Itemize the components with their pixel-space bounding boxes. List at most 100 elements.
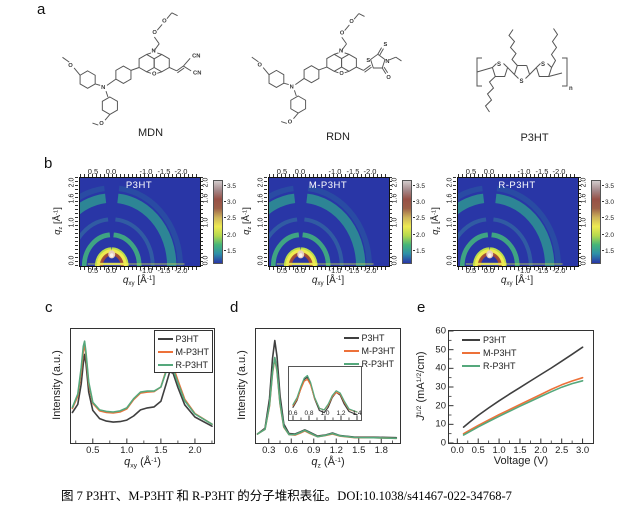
qxy-bottom-tick: -1.5 (346, 266, 360, 275)
legend-item: M-P3HT (157, 345, 210, 358)
atom-label: S (383, 42, 387, 48)
legend-item: P3HT (157, 332, 210, 345)
legend-swatch (343, 363, 359, 365)
colorbar-tick: 3.5 (413, 183, 425, 190)
tick-strip-right (200, 176, 203, 266)
legend-label: R-P3HT (361, 359, 395, 369)
legend-item: R-P3HT (462, 359, 517, 372)
repeat-unit-n: n (569, 86, 573, 92)
giwaxs-pattern (40, 178, 200, 347)
atom-label: CN (193, 71, 201, 77)
qxy-top-tick: -1.0 (517, 167, 531, 176)
colorbar-tick: 1.5 (224, 248, 236, 255)
giwaxs-pattern (418, 178, 578, 347)
qz-axis-title: qz [Å-1] (429, 207, 443, 235)
legend-item: P3HT (343, 331, 396, 344)
colorbar (402, 180, 412, 264)
legend-swatch (157, 338, 173, 340)
legend-swatch (462, 352, 480, 354)
qxy-bottom-tick: 0.5 (276, 266, 288, 275)
structure-name-mdn: MDN (137, 127, 164, 139)
qxy-bottom-tick: -1.0 (139, 266, 153, 275)
legend-label: R-P3HT (175, 360, 209, 370)
qxy-bottom-tick: 0.5 (465, 266, 477, 275)
legend-label: M-P3HT (175, 347, 210, 357)
colorbar (591, 180, 601, 264)
qxy-top-tick: 0.0 (483, 167, 495, 176)
qxy-top-tick: -1.5 (346, 167, 360, 176)
atom-label: O (152, 30, 157, 36)
y-tick-label: 0 (440, 437, 446, 449)
panel-label-c: c (45, 299, 53, 316)
x-tick-label: 0.5 (471, 445, 485, 456)
qxy-bottom-tick: -1.0 (328, 266, 342, 275)
atom-label: O (99, 121, 104, 126)
x-tick-label: 0.6 (288, 410, 298, 417)
giwaxs-panel: qz [Å-1] 0.0 1.0 1.6 2.0 0.5 0.0 -1.0 -1… (418, 166, 619, 347)
atom-label: O (162, 19, 167, 25)
legend-item: R-P3HT (157, 358, 210, 371)
legend-swatch (462, 339, 480, 341)
panel-label-a: a (37, 1, 46, 18)
y-tick-label: 40 (435, 362, 446, 374)
giwaxs-row: qz [Å-1] 0.0 1.0 1.6 2.0 0.5 0.0 -1.0 -1… (40, 166, 622, 347)
legend-item: M-P3HT (343, 344, 396, 357)
qxy-bottom-tick: -1.5 (157, 266, 171, 275)
tick-strip-left (75, 176, 78, 266)
x-tick-label: 1.5 (513, 445, 527, 456)
atom-label: S (366, 58, 370, 64)
structure-mdn: O N O N O O O CN CN (62, 12, 201, 126)
x-tick-label: 3.0 (575, 445, 590, 456)
plot-sclc-jv: 0.0 0.5 1.0 1.5 2.0 2.5 3.0 0 10 20 30 40 50 60 J1/2… (415, 326, 594, 467)
qz-right-tick: 1.0 (391, 217, 399, 228)
giwaxs-panel: qz [Å-1] 0.0 1.0 1.6 2.0 0.5 0.0 -1.0 -1… (229, 166, 430, 347)
qxy-top-tick: 0.5 (87, 167, 99, 176)
colorbar-tick: 2.0 (224, 232, 236, 239)
colorbar-tick: 3.0 (224, 199, 236, 206)
qxy-top-tick: 0.5 (465, 167, 477, 176)
x-tick-label: 1.8 (374, 445, 388, 456)
qxy-top-tick: -1.0 (328, 167, 342, 176)
x-tick-label: 1.5 (154, 445, 168, 456)
y-tick-label: 50 (435, 344, 446, 356)
x-tick-label: 1.4 (352, 410, 362, 417)
y-tick-labels: 0 10 20 30 40 50 60 (431, 326, 449, 449)
qz-axis-title: qz [Å-1] (51, 207, 65, 235)
legend-label: P3HT (483, 335, 507, 345)
legend-label: P3HT (175, 334, 199, 344)
qz-right-tick: 1.6 (580, 193, 588, 204)
figure-caption: 图 7 P3HT、M-P3HT 和 R-P3HT 的分子堆积表征。DOI:10.… (61, 489, 512, 503)
inset-plot: 0.6 0.8 1.0 1.2 1.4 (288, 366, 362, 421)
structure-name-p3ht: P3HT (520, 132, 549, 144)
colorbar-tick: 2.0 (602, 232, 614, 239)
qz-right-tick: 1.0 (580, 217, 588, 228)
panel-label-e: e (417, 299, 426, 316)
x-tick-label: 1.0 (120, 445, 134, 456)
qz-right-tick: 0.0 (580, 255, 588, 266)
qxy-top-tick: 0.5 (276, 167, 288, 176)
x-tick-label: 2.0 (188, 445, 202, 456)
qxy-axis-title: qxy [Å-1] (311, 275, 345, 288)
plot-area (449, 331, 584, 443)
y-tick-label: 30 (435, 381, 446, 393)
giwaxs-panel: qz [Å-1] 0.0 1.0 1.6 2.0 0.5 0.0 -1.0 -1… (40, 166, 241, 347)
panel-label-b: b (44, 155, 53, 172)
tick-strip-right (578, 176, 581, 266)
structure-name-rdn: RDN (326, 131, 350, 143)
qxy-top-tick: 0.0 (294, 167, 306, 176)
y-axis-title: Intensity (a.u.) (236, 350, 248, 420)
colorbar-tick: 2.5 (602, 215, 614, 222)
x-tick-label: 1.0 (492, 445, 506, 456)
atom-label: O (386, 75, 391, 81)
atom-label: N (339, 48, 343, 54)
qz-right-tick: 2.0 (580, 177, 588, 188)
qz-right-tick: 2.0 (202, 177, 210, 188)
atom-label: S (520, 79, 524, 85)
plot-area (256, 339, 398, 443)
atom-label: N (290, 84, 294, 90)
x-tick-label: 2.0 (534, 445, 548, 456)
qxy-top-tick: -2.0 (552, 167, 566, 176)
x-tick-label: 1.0 (320, 410, 330, 417)
legend-label: M-P3HT (361, 346, 396, 356)
